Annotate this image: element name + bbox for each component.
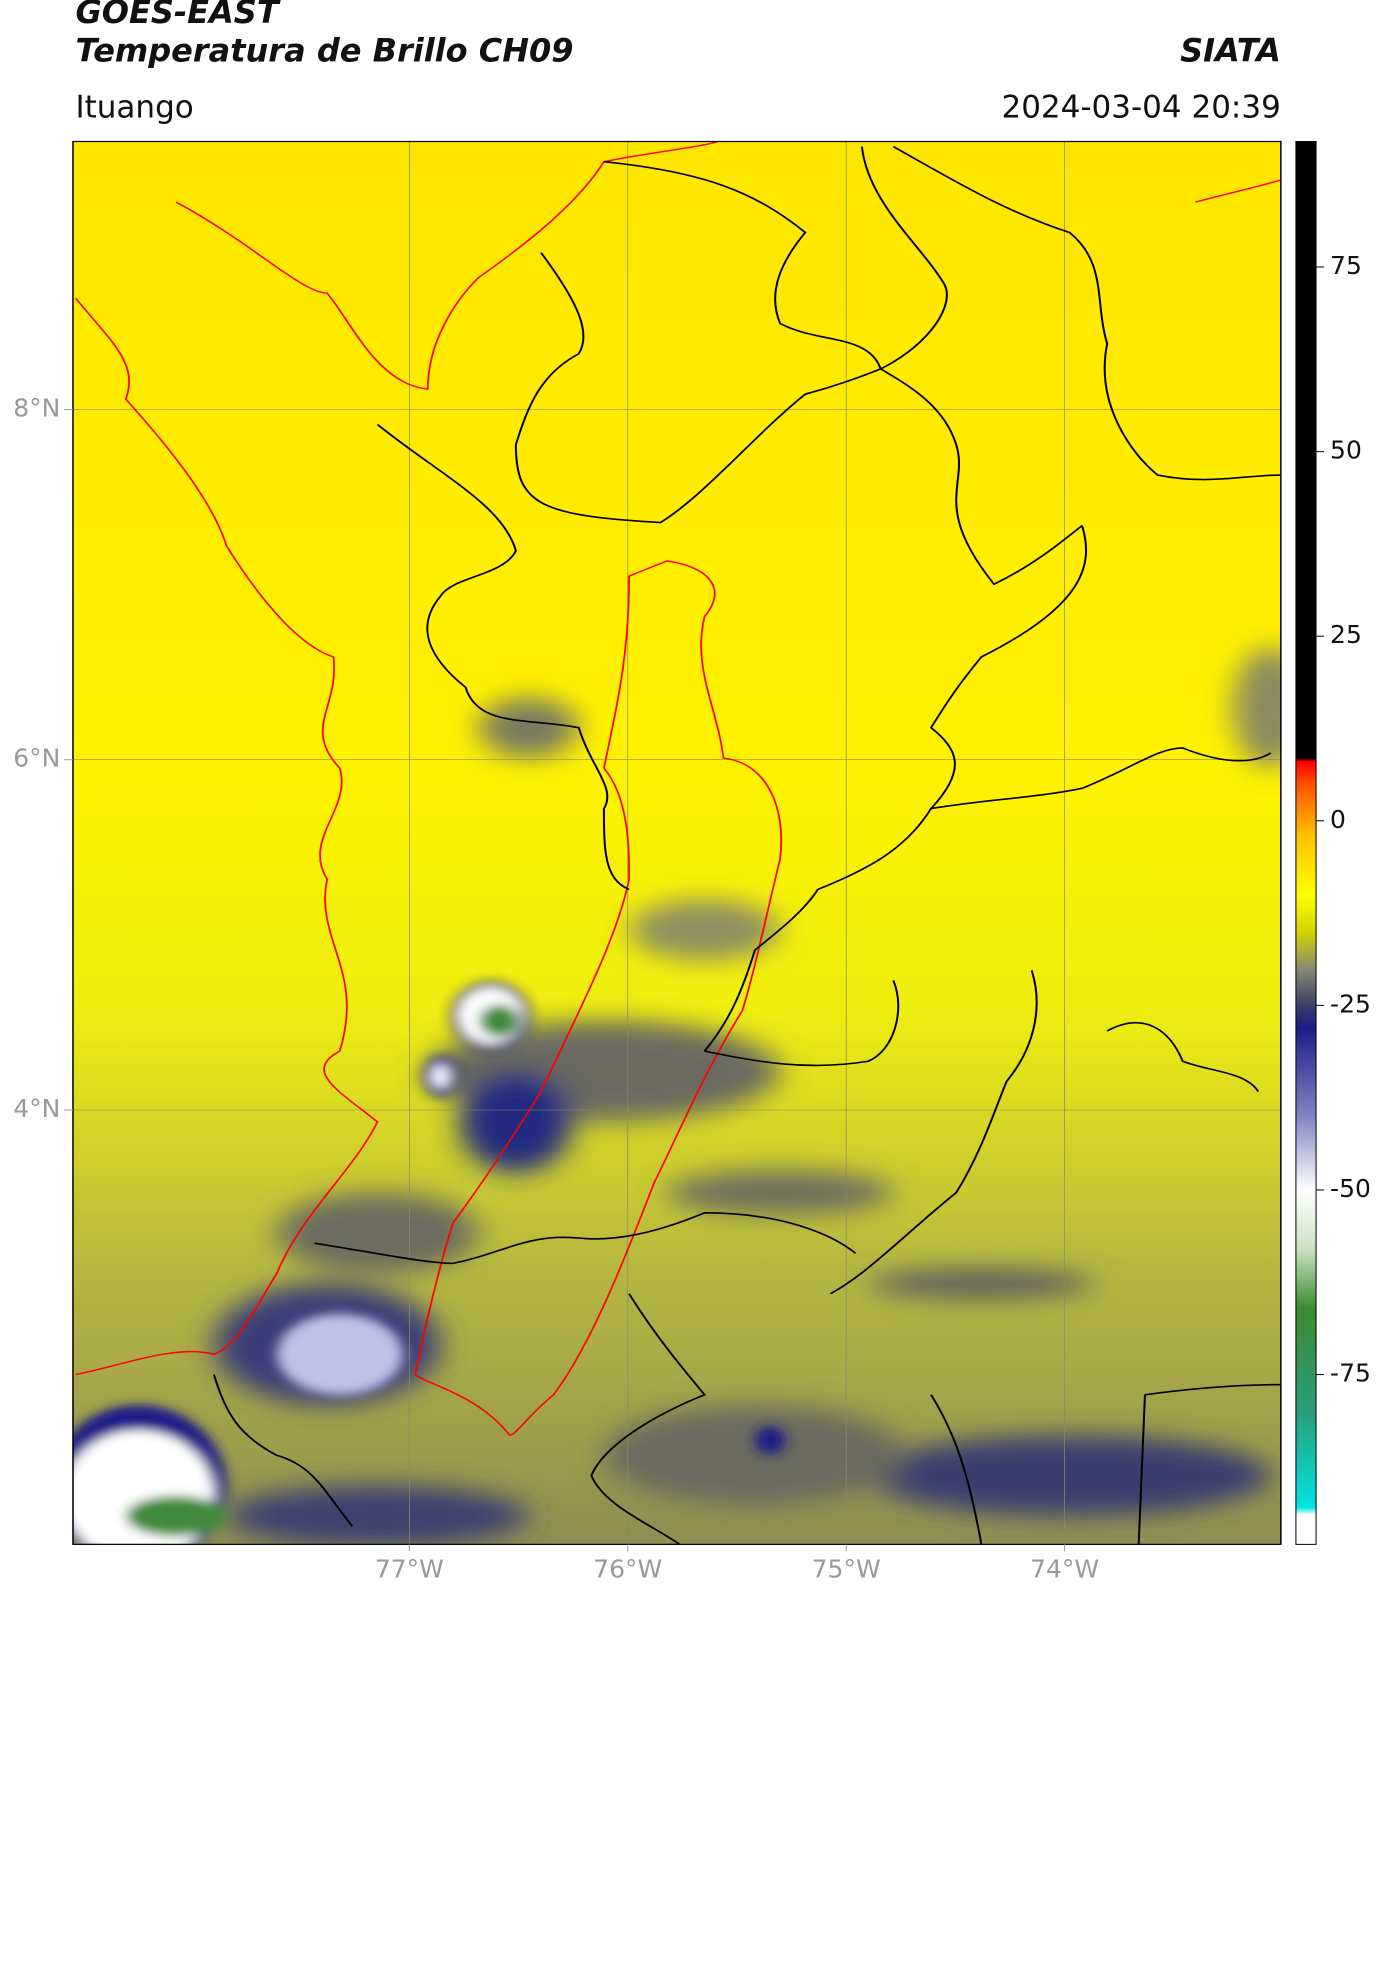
map-frame: [72, 140, 1282, 1545]
datetime: 2024-03-04 20:39: [1001, 90, 1280, 126]
location: Ituango: [75, 90, 193, 126]
colorbar-tick-label: 75: [1330, 251, 1362, 280]
lon-tick-label: 75°W: [812, 1555, 881, 1584]
subtitle: Temperatura de Brillo CH09: [75, 32, 573, 70]
lat-tick-label: 6°N: [13, 744, 60, 773]
lat-tick-label: 8°N: [13, 393, 60, 422]
lon-tick-label: 77°W: [375, 1555, 444, 1584]
source: SIATA: [1180, 32, 1281, 70]
boundaries: [212, 145, 1281, 1545]
colorbar-tick-label: 50: [1330, 436, 1362, 465]
map-imagery: [72, 140, 1282, 1545]
cloud-field: [213, 646, 1281, 1545]
colorbar-tick-label: 0: [1330, 805, 1346, 834]
colorbar-tick-label: -50: [1330, 1174, 1371, 1203]
colorbar-tick-label: -25: [1330, 989, 1371, 1018]
colorbar-tick-label: -75: [1330, 1359, 1371, 1388]
colorbar-tick-label: 25: [1330, 620, 1362, 649]
lat-tick-label: 4°N: [13, 1094, 60, 1123]
title: GOES-EAST: [75, 0, 280, 31]
lon-tick-label: 76°W: [593, 1555, 662, 1584]
cold-cores: [72, 981, 786, 1545]
lon-tick-label: 74°W: [1030, 1555, 1099, 1584]
colorbar: [1295, 141, 1317, 1545]
